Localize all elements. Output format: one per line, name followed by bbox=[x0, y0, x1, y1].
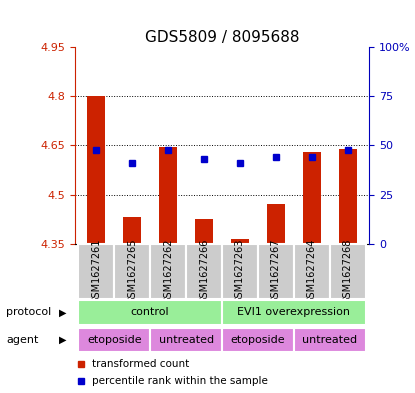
Text: etoposide: etoposide bbox=[231, 335, 285, 345]
Text: untreated: untreated bbox=[302, 335, 357, 345]
Bar bbox=[294, 244, 330, 299]
Text: ▶: ▶ bbox=[59, 335, 66, 345]
Bar bbox=[195, 219, 213, 244]
Text: etoposide: etoposide bbox=[87, 335, 142, 345]
Text: transformed count: transformed count bbox=[93, 358, 190, 369]
Text: GSM1627261: GSM1627261 bbox=[91, 239, 101, 304]
Text: untreated: untreated bbox=[159, 335, 214, 345]
Bar bbox=[150, 244, 186, 299]
Bar bbox=[222, 300, 366, 325]
Bar bbox=[150, 328, 222, 352]
Text: GSM1627262: GSM1627262 bbox=[163, 239, 173, 304]
Text: EVI1 overexpression: EVI1 overexpression bbox=[237, 307, 350, 318]
Bar bbox=[123, 217, 141, 244]
Bar bbox=[303, 152, 321, 244]
Text: GSM1627268: GSM1627268 bbox=[343, 239, 353, 304]
Text: percentile rank within the sample: percentile rank within the sample bbox=[93, 376, 268, 386]
Text: GSM1627265: GSM1627265 bbox=[127, 239, 137, 304]
Bar bbox=[294, 328, 366, 352]
Bar bbox=[87, 96, 105, 244]
Bar bbox=[78, 300, 222, 325]
Bar bbox=[186, 244, 222, 299]
Text: GSM1627263: GSM1627263 bbox=[235, 239, 245, 304]
Text: GSM1627266: GSM1627266 bbox=[199, 239, 209, 304]
Bar bbox=[222, 328, 294, 352]
Bar bbox=[78, 328, 150, 352]
Text: protocol: protocol bbox=[6, 307, 51, 318]
Bar bbox=[222, 244, 258, 299]
Text: GSM1627264: GSM1627264 bbox=[307, 239, 317, 304]
Bar bbox=[258, 244, 294, 299]
Text: ▶: ▶ bbox=[59, 307, 66, 318]
Bar bbox=[267, 204, 285, 244]
Bar bbox=[159, 147, 177, 244]
Text: GSM1627267: GSM1627267 bbox=[271, 239, 281, 304]
Bar bbox=[231, 239, 249, 244]
Title: GDS5809 / 8095688: GDS5809 / 8095688 bbox=[145, 29, 299, 44]
Bar bbox=[78, 244, 114, 299]
Text: control: control bbox=[131, 307, 169, 318]
Bar bbox=[114, 244, 150, 299]
Bar bbox=[339, 149, 357, 244]
Text: agent: agent bbox=[6, 335, 39, 345]
Bar bbox=[330, 244, 366, 299]
